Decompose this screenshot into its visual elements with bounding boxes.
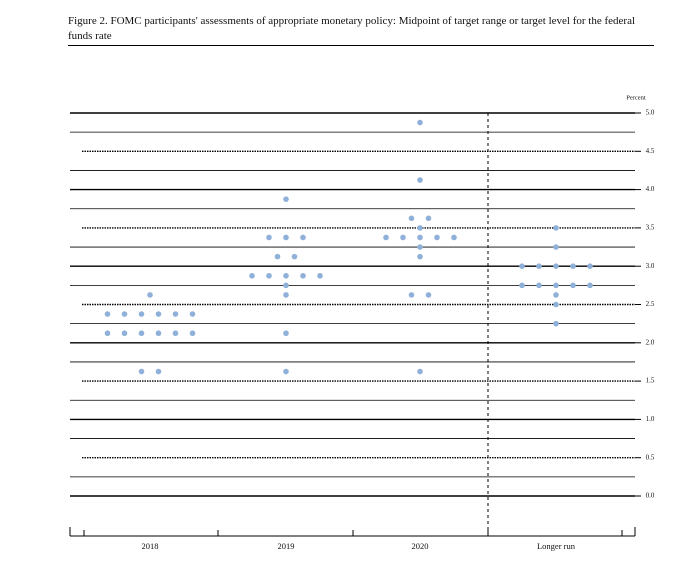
dot	[570, 263, 576, 270]
dot	[536, 282, 542, 289]
dot	[317, 272, 323, 279]
dot	[283, 292, 289, 298]
dot	[425, 215, 432, 222]
y-tick-label: 2.5	[646, 300, 655, 308]
dot	[283, 368, 289, 375]
dot	[138, 311, 145, 317]
dot	[300, 272, 306, 279]
dot	[553, 301, 559, 308]
dot	[434, 234, 440, 241]
dot	[553, 244, 559, 250]
y-tick-label: 4.0	[646, 185, 655, 193]
dot	[283, 196, 289, 202]
y-tick-label: 5.0	[646, 109, 655, 117]
dot	[104, 330, 111, 337]
dot	[249, 272, 255, 279]
dot	[266, 272, 272, 279]
dot	[519, 282, 525, 289]
x-tick-label: 2019	[278, 541, 295, 551]
y-tick-label: 0.0	[646, 492, 655, 500]
dot	[451, 234, 457, 241]
dot	[536, 263, 542, 270]
dot	[400, 234, 406, 241]
x-axis	[69, 527, 636, 537]
y-tick-label: 0.5	[646, 453, 655, 461]
dot	[553, 292, 559, 298]
y-tick-label: 3.0	[646, 262, 655, 270]
y-tick-label: 2.0	[646, 338, 655, 346]
dot	[189, 330, 196, 337]
y-tick-label: 1.0	[646, 415, 655, 423]
dot	[587, 282, 593, 289]
y-tick-label: 1.5	[646, 377, 655, 385]
dot	[417, 177, 423, 183]
dot	[408, 292, 415, 298]
y-tick-label: 3.5	[646, 224, 655, 232]
y-tick-label: 4.5	[646, 147, 655, 155]
dot	[155, 330, 162, 337]
dot	[417, 244, 423, 250]
dot	[283, 282, 289, 289]
dot	[408, 215, 415, 222]
dot	[417, 225, 423, 231]
dot	[283, 272, 289, 279]
dot	[417, 119, 423, 126]
dot	[553, 225, 559, 231]
x-tick-label: 2020	[412, 541, 429, 551]
dot	[138, 368, 145, 375]
dot	[155, 368, 162, 375]
dot	[283, 330, 289, 337]
dot	[300, 234, 306, 241]
dot	[138, 330, 145, 337]
dot	[266, 234, 272, 241]
x-tick-label: Longer run	[537, 541, 576, 551]
dot	[417, 234, 423, 241]
dot	[291, 253, 298, 260]
dot	[553, 320, 559, 327]
dot	[553, 263, 559, 270]
dot	[121, 330, 128, 337]
dot	[553, 282, 559, 289]
dot	[172, 330, 179, 337]
dot	[587, 263, 593, 270]
dot	[172, 311, 179, 317]
dot	[425, 292, 432, 298]
dot	[417, 368, 423, 375]
dot	[121, 311, 128, 317]
dot	[283, 234, 289, 241]
dot	[274, 253, 281, 260]
dot	[147, 292, 153, 298]
chart-title: Figure 2. FOMC participants' assessments…	[68, 14, 654, 46]
y-axis-label: Percent	[626, 94, 646, 101]
dot	[519, 263, 525, 270]
dot	[155, 311, 162, 317]
dot	[417, 253, 423, 260]
dot	[570, 282, 576, 289]
dot	[383, 234, 389, 241]
x-tick-label: 2018	[142, 541, 159, 551]
dot	[189, 311, 196, 317]
dot	[104, 311, 111, 317]
